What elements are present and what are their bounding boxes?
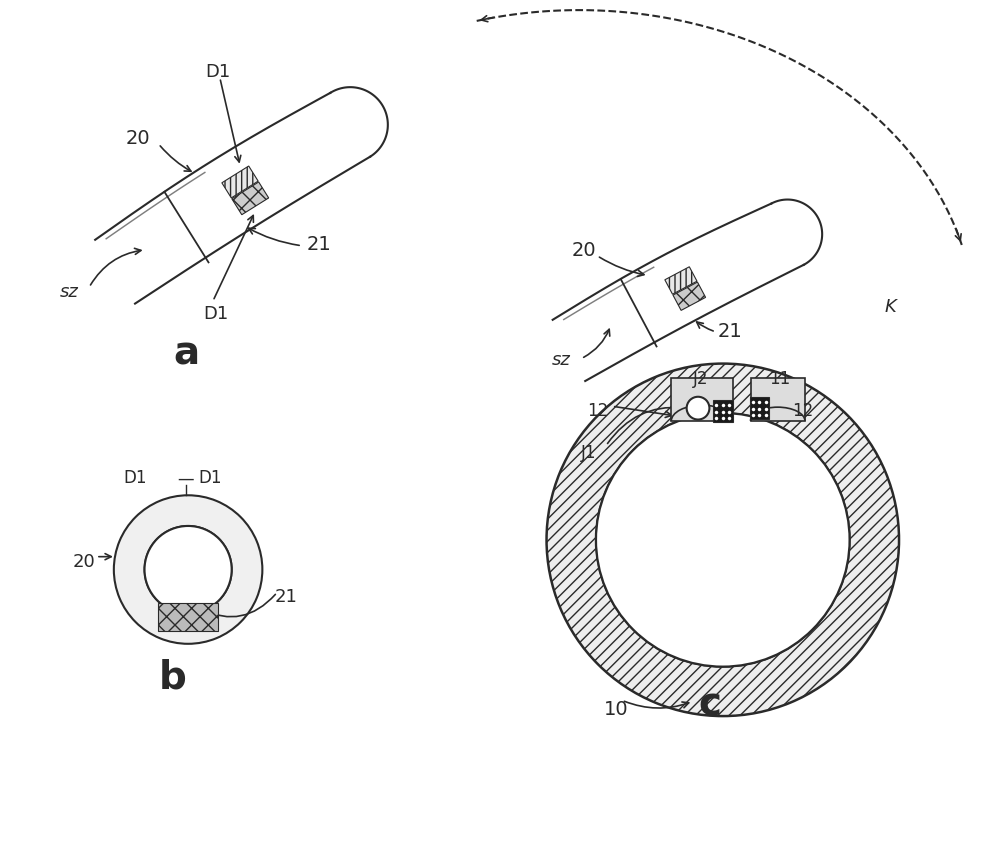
- Text: J1: J1: [581, 443, 597, 462]
- Bar: [671, 378, 733, 421]
- Text: D1: D1: [205, 63, 230, 81]
- Text: D1: D1: [203, 305, 228, 323]
- Text: 12: 12: [587, 402, 608, 420]
- Text: sz: sz: [551, 350, 570, 369]
- Bar: [713, 400, 733, 422]
- Text: 21: 21: [274, 588, 297, 607]
- Polygon shape: [222, 166, 258, 198]
- Text: c: c: [698, 685, 721, 723]
- Text: 11: 11: [769, 371, 791, 388]
- Text: 12: 12: [792, 402, 813, 420]
- Text: a: a: [173, 334, 199, 372]
- Polygon shape: [232, 182, 269, 215]
- Text: K: K: [884, 298, 896, 316]
- Circle shape: [687, 397, 709, 420]
- Circle shape: [596, 413, 850, 667]
- Text: 10: 10: [604, 700, 629, 719]
- Polygon shape: [95, 87, 388, 304]
- Text: 21: 21: [307, 234, 332, 254]
- Text: 20: 20: [126, 129, 150, 148]
- Bar: [751, 378, 805, 421]
- Polygon shape: [665, 266, 697, 294]
- Text: 21: 21: [718, 321, 743, 341]
- Text: D1: D1: [123, 470, 147, 487]
- Bar: [158, 603, 218, 631]
- Text: b: b: [158, 658, 186, 696]
- Bar: [750, 398, 769, 419]
- Polygon shape: [673, 282, 706, 310]
- Polygon shape: [553, 200, 822, 381]
- Text: J2: J2: [693, 371, 709, 388]
- Text: D1: D1: [198, 470, 222, 487]
- Text: 20: 20: [72, 552, 95, 570]
- Text: —: —: [177, 470, 193, 487]
- Text: 20: 20: [571, 240, 596, 260]
- Text: sz: sz: [59, 283, 78, 301]
- Circle shape: [145, 526, 232, 613]
